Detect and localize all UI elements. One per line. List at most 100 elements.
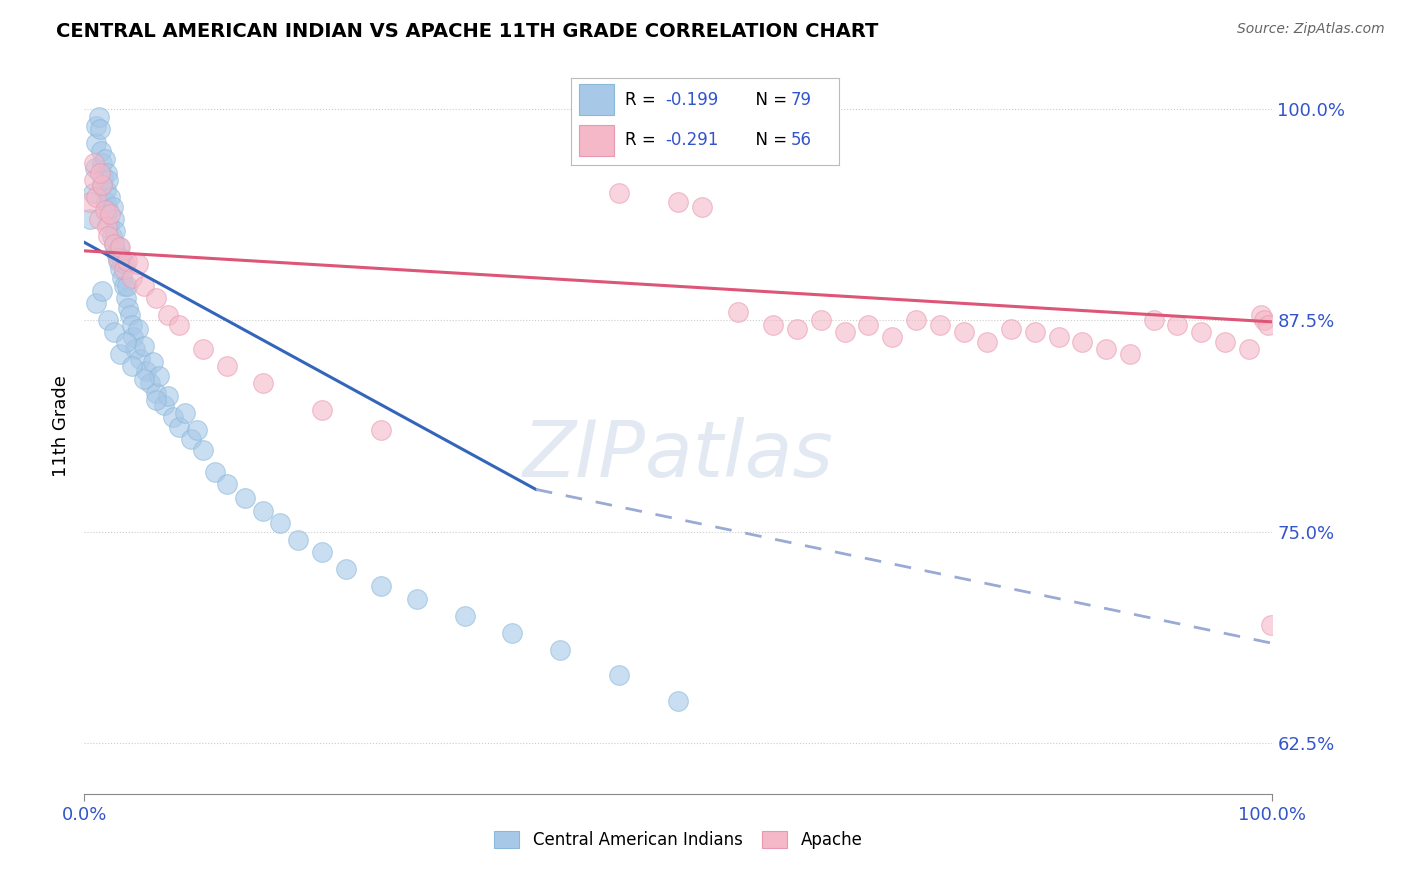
Point [103, 237, 125, 252]
Point [90, 144, 112, 158]
Point [91, 178, 114, 192]
Point [180, 432, 202, 446]
Point [103, 237, 125, 252]
Point [91, 178, 114, 192]
Point [1257, 318, 1279, 333]
Point [100, 206, 122, 220]
Point [97, 313, 120, 327]
Point [607, 668, 630, 682]
Point [810, 313, 832, 327]
Point [115, 335, 138, 350]
Point [406, 592, 429, 607]
Point [91, 156, 114, 170]
Point [108, 240, 131, 254]
Point [1260, 617, 1282, 632]
Point [127, 257, 149, 271]
Point [84, 119, 107, 133]
Point [727, 304, 749, 318]
Point [145, 392, 167, 407]
Point [952, 325, 974, 339]
Point [84, 136, 107, 150]
Point [103, 325, 125, 339]
Point [370, 579, 392, 593]
Point [94, 183, 117, 197]
Point [79, 211, 101, 226]
Point [138, 376, 160, 390]
Point [98, 217, 121, 231]
Point [191, 443, 215, 458]
Point [1250, 308, 1272, 322]
Point [93, 203, 115, 218]
Point [100, 228, 122, 243]
Point [204, 466, 226, 480]
Point [124, 342, 146, 356]
Point [976, 335, 998, 350]
Point [1213, 335, 1236, 350]
Point [104, 223, 127, 237]
Point [132, 279, 155, 293]
Point [115, 291, 138, 305]
Point [191, 342, 215, 356]
Point [121, 359, 143, 373]
Point [107, 254, 129, 268]
Point [607, 186, 630, 201]
Point [111, 271, 134, 285]
Point [87, 211, 110, 226]
Point [84, 190, 107, 204]
Point [169, 419, 191, 434]
Point [105, 245, 128, 260]
Point [114, 257, 136, 271]
Point [132, 372, 155, 386]
Point [96, 220, 118, 235]
Point [101, 200, 124, 214]
Point [1253, 313, 1275, 327]
Point [142, 355, 165, 369]
Point [107, 251, 129, 265]
Point [370, 423, 392, 437]
Point [89, 122, 111, 136]
Point [335, 562, 357, 576]
Point [252, 376, 274, 390]
Point [233, 491, 256, 505]
Point [108, 347, 131, 361]
Point [83, 173, 105, 187]
Point [548, 643, 571, 657]
Point [100, 190, 122, 204]
Point [1047, 330, 1070, 344]
Point [668, 694, 690, 708]
Point [162, 409, 184, 424]
Point [186, 423, 208, 437]
Point [928, 318, 950, 333]
Point [118, 308, 141, 322]
Text: CENTRAL AMERICAN INDIAN VS APACHE 11TH GRADE CORRELATION CHART: CENTRAL AMERICAN INDIAN VS APACHE 11TH G… [56, 22, 879, 41]
Point [121, 271, 143, 285]
Point [762, 318, 785, 333]
Point [121, 318, 143, 333]
Point [97, 203, 120, 218]
Point [84, 296, 107, 310]
Point [1071, 335, 1094, 350]
Point [103, 211, 125, 226]
Point [110, 251, 132, 265]
Point [132, 338, 155, 352]
Point [87, 110, 110, 124]
Point [93, 153, 115, 167]
Point [169, 318, 191, 333]
Point [834, 325, 856, 339]
Point [89, 166, 111, 180]
Point [97, 228, 120, 243]
Point [1189, 325, 1212, 339]
Point [117, 301, 139, 316]
Point [1166, 318, 1188, 333]
Point [905, 313, 928, 327]
Point [287, 533, 309, 548]
Point [93, 169, 115, 184]
Point [145, 386, 167, 401]
Point [79, 194, 101, 209]
Point [311, 402, 333, 417]
Point [668, 194, 690, 209]
Point [127, 321, 149, 335]
Y-axis label: 11th Grade: 11th Grade [52, 375, 70, 477]
Point [215, 359, 238, 373]
Text: Source: ZipAtlas.com: Source: ZipAtlas.com [1237, 22, 1385, 37]
